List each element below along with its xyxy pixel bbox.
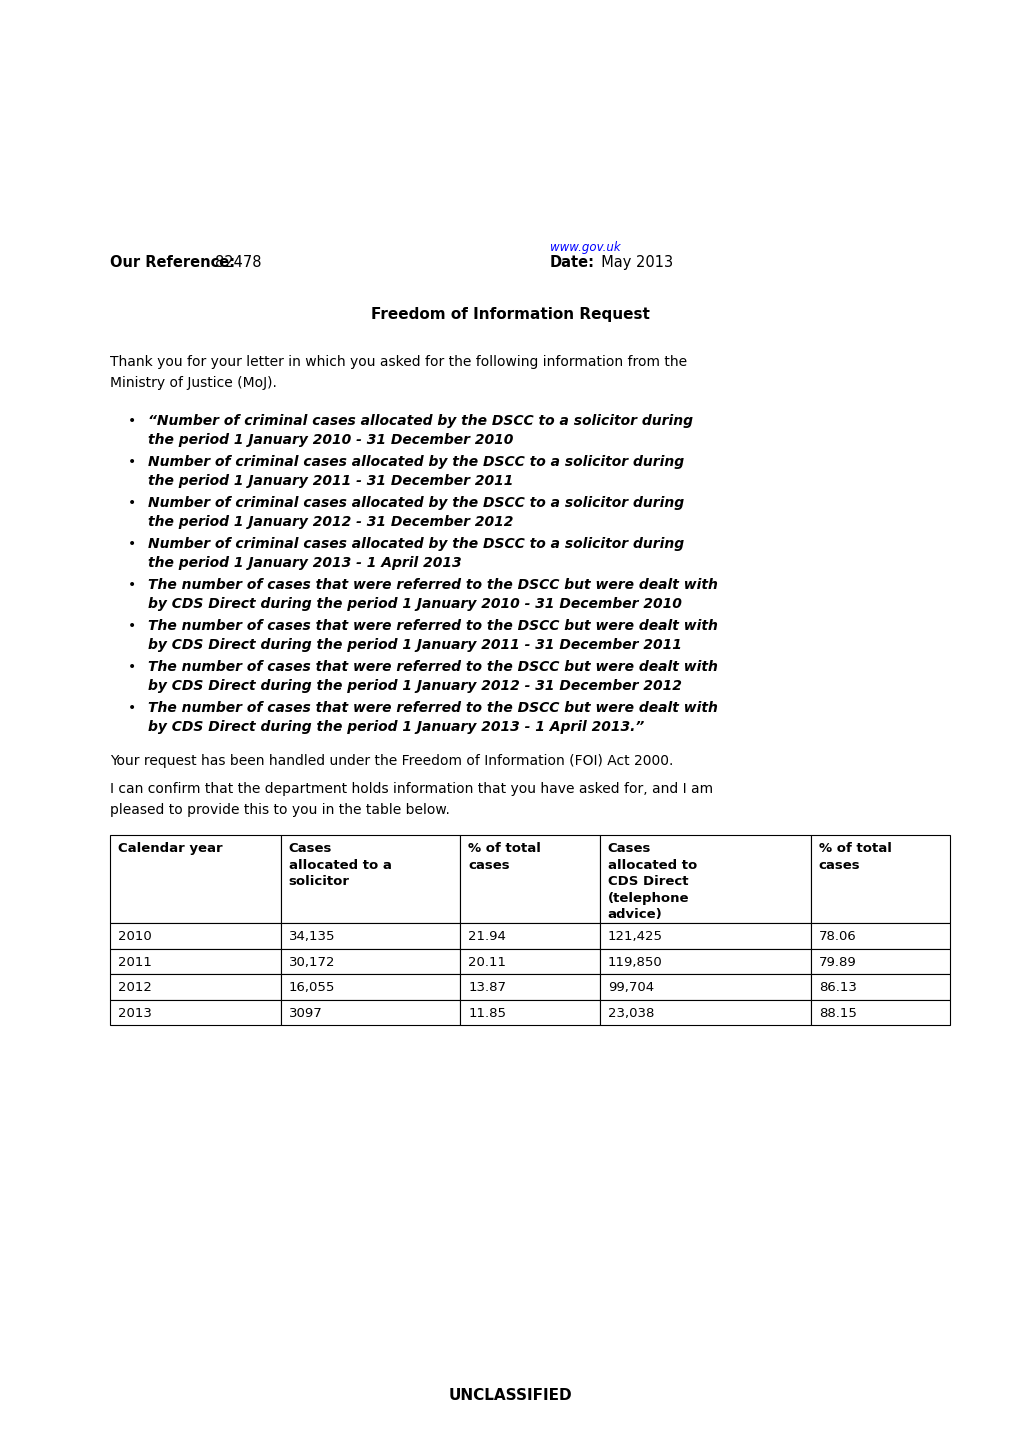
- Text: the period 1 January 2010 - 31 December 2010: the period 1 January 2010 - 31 December …: [148, 433, 513, 446]
- Text: 99,704: 99,704: [607, 981, 653, 994]
- Text: UNCLASSIFIED: UNCLASSIFIED: [447, 1388, 572, 1403]
- Text: pleased to provide this to you in the table below.: pleased to provide this to you in the ta…: [110, 802, 449, 817]
- Bar: [810, 948, 949, 974]
- Text: Ministry of Justice (MoJ).: Ministry of Justice (MoJ).: [110, 377, 276, 390]
- Text: •: •: [127, 414, 137, 429]
- Bar: [110, 974, 280, 1000]
- Text: I can confirm that the department holds information that you have asked for, and: I can confirm that the department holds …: [110, 782, 712, 797]
- Text: The number of cases that were referred to the DSCC but were dealt with: The number of cases that were referred t…: [148, 619, 717, 633]
- Text: Cases
allocated to a
solicitor: Cases allocated to a solicitor: [288, 843, 391, 887]
- Bar: [460, 974, 599, 1000]
- Text: •: •: [127, 579, 137, 592]
- Bar: [599, 1000, 810, 1025]
- Text: 2013: 2013: [118, 1007, 152, 1020]
- Text: % of total
cases: % of total cases: [468, 843, 541, 872]
- Text: 23,038: 23,038: [607, 1007, 653, 1020]
- Text: the period 1 January 2013 - 1 April 2013: the period 1 January 2013 - 1 April 2013: [148, 556, 462, 570]
- Text: by CDS Direct during the period 1 January 2010 - 31 December 2010: by CDS Direct during the period 1 Januar…: [148, 596, 682, 610]
- Text: 20.11: 20.11: [468, 955, 505, 968]
- Bar: [599, 974, 810, 1000]
- Bar: [280, 948, 460, 974]
- Text: 21.94: 21.94: [468, 929, 505, 942]
- Bar: [110, 1000, 280, 1025]
- Text: 121,425: 121,425: [607, 929, 662, 942]
- Text: •: •: [127, 619, 137, 633]
- Bar: [599, 948, 810, 974]
- Text: 78.06: 78.06: [818, 929, 856, 942]
- Bar: [110, 835, 280, 924]
- Text: Your request has been handled under the Freedom of Information (FOI) Act 2000.: Your request has been handled under the …: [110, 755, 673, 768]
- Text: Cases
allocated to
CDS Direct
(telephone
advice): Cases allocated to CDS Direct (telephone…: [607, 843, 696, 921]
- Text: The number of cases that were referred to the DSCC but were dealt with: The number of cases that were referred t…: [148, 659, 717, 674]
- Bar: [280, 1000, 460, 1025]
- Text: 2012: 2012: [118, 981, 152, 994]
- Text: 11.85: 11.85: [468, 1007, 505, 1020]
- Text: 79.89: 79.89: [818, 955, 856, 968]
- Text: 86.13: 86.13: [818, 981, 856, 994]
- Bar: [460, 924, 599, 948]
- Bar: [810, 835, 949, 924]
- Text: The number of cases that were referred to the DSCC but were dealt with: The number of cases that were referred t…: [148, 579, 717, 592]
- Bar: [599, 835, 810, 924]
- Text: •: •: [127, 496, 137, 509]
- Text: Date:: Date:: [549, 255, 594, 270]
- Text: by CDS Direct during the period 1 January 2011 - 31 December 2011: by CDS Direct during the period 1 Januar…: [148, 638, 682, 651]
- Bar: [110, 924, 280, 948]
- Text: by CDS Direct during the period 1 January 2012 - 31 December 2012: by CDS Direct during the period 1 Januar…: [148, 678, 682, 693]
- Text: Number of criminal cases allocated by the DSCC to a solicitor during: Number of criminal cases allocated by th…: [148, 496, 684, 509]
- Text: the period 1 January 2011 - 31 December 2011: the period 1 January 2011 - 31 December …: [148, 473, 513, 488]
- Bar: [599, 924, 810, 948]
- Text: www.gov.uk: www.gov.uk: [549, 241, 620, 254]
- Bar: [110, 948, 280, 974]
- Text: Freedom of Information Request: Freedom of Information Request: [370, 307, 649, 322]
- Bar: [280, 924, 460, 948]
- Text: 30,172: 30,172: [288, 955, 335, 968]
- Text: •: •: [127, 659, 137, 674]
- Text: Number of criminal cases allocated by the DSCC to a solicitor during: Number of criminal cases allocated by th…: [148, 537, 684, 551]
- Text: The number of cases that were referred to the DSCC but were dealt with: The number of cases that were referred t…: [148, 701, 717, 714]
- Text: Our Reference:: Our Reference:: [110, 255, 235, 270]
- Text: 2010: 2010: [118, 929, 152, 942]
- Bar: [280, 974, 460, 1000]
- Text: the period 1 January 2012 - 31 December 2012: the period 1 January 2012 - 31 December …: [148, 515, 513, 528]
- Text: Number of criminal cases allocated by the DSCC to a solicitor during: Number of criminal cases allocated by th…: [148, 455, 684, 469]
- Text: May 2013: May 2013: [591, 255, 673, 270]
- Text: 88.15: 88.15: [818, 1007, 856, 1020]
- Bar: [460, 835, 599, 924]
- Text: 34,135: 34,135: [288, 929, 335, 942]
- Text: “Number of criminal cases allocated by the DSCC to a solicitor during: “Number of criminal cases allocated by t…: [148, 414, 692, 429]
- Text: 82478: 82478: [215, 255, 261, 270]
- Text: •: •: [127, 455, 137, 469]
- Bar: [810, 1000, 949, 1025]
- Text: 13.87: 13.87: [468, 981, 505, 994]
- Text: by CDS Direct during the period 1 January 2013 - 1 April 2013.”: by CDS Direct during the period 1 Januar…: [148, 720, 644, 733]
- Bar: [280, 835, 460, 924]
- Text: 16,055: 16,055: [288, 981, 335, 994]
- Bar: [810, 924, 949, 948]
- Bar: [460, 948, 599, 974]
- Text: Thank you for your letter in which you asked for the following information from : Thank you for your letter in which you a…: [110, 355, 687, 369]
- Text: % of total
cases: % of total cases: [818, 843, 891, 872]
- Text: Calendar year: Calendar year: [118, 843, 222, 856]
- Bar: [810, 974, 949, 1000]
- Text: 119,850: 119,850: [607, 955, 661, 968]
- Text: •: •: [127, 537, 137, 551]
- Text: 3097: 3097: [288, 1007, 322, 1020]
- Text: 2011: 2011: [118, 955, 152, 968]
- Bar: [460, 1000, 599, 1025]
- Text: •: •: [127, 701, 137, 714]
